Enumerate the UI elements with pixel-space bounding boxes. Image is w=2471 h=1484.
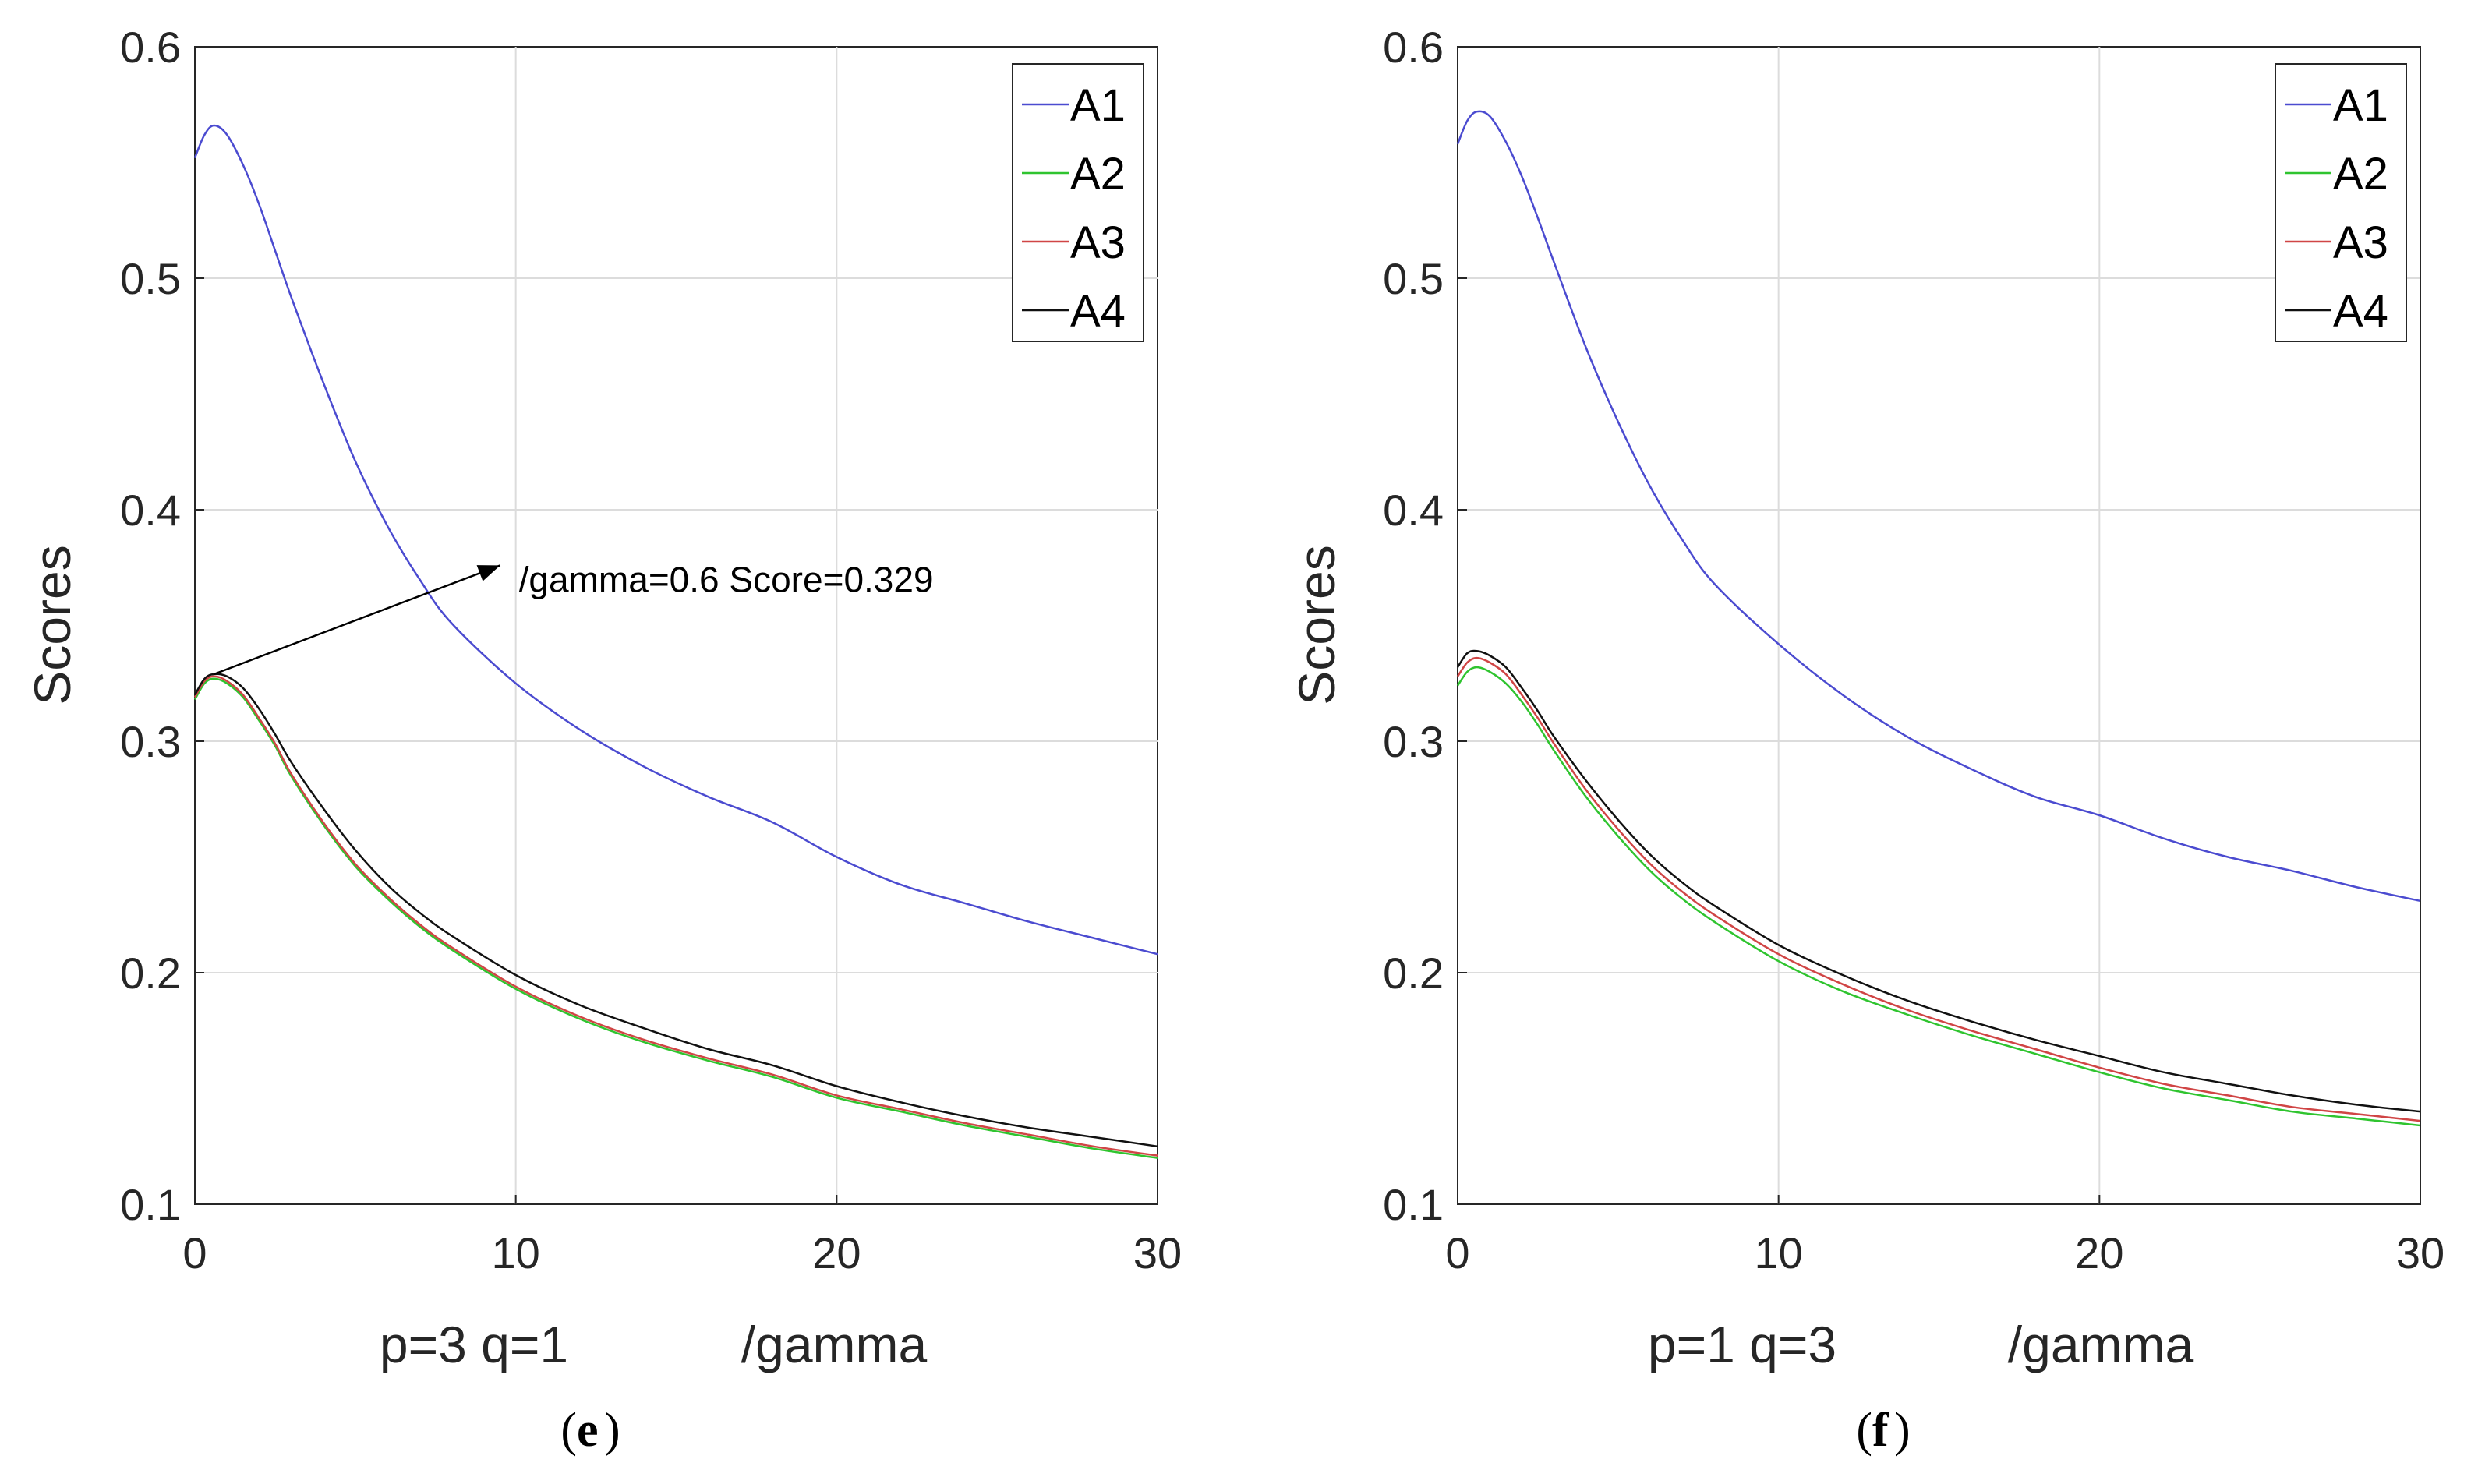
x-tick-label: 20 bbox=[2075, 1228, 2123, 1277]
series-line-a2 bbox=[193, 677, 1158, 1159]
tick-labels: 0 10 20 30 0.1 0.2 0.3 0.4 0.5 0.6 bbox=[1383, 23, 2444, 1277]
y-tick-label: 0.6 bbox=[1383, 23, 1444, 72]
legend-label-a4: A4 bbox=[2333, 286, 2388, 337]
series-line-a4 bbox=[1456, 649, 2421, 1113]
y-axis-label: Scores bbox=[1288, 545, 1345, 705]
legend-label-a3: A3 bbox=[1070, 217, 1126, 268]
series-group bbox=[193, 124, 1158, 1159]
x-tick-label: 0 bbox=[182, 1228, 207, 1277]
annotation-arrow-head bbox=[476, 565, 500, 581]
panel-letter: e bbox=[577, 1404, 599, 1457]
annotation: /gamma=0.6 Score=0.329 bbox=[214, 559, 934, 676]
grid-lines bbox=[195, 47, 1158, 1204]
series-line-a1 bbox=[193, 124, 1158, 956]
series-group bbox=[1456, 110, 2421, 1127]
panel-label: ( e ) bbox=[560, 1404, 620, 1457]
svg-text:(: ( bbox=[1856, 1404, 1872, 1457]
annotation-text: /gamma=0.6 Score=0.329 bbox=[519, 559, 934, 599]
y-tick-label: 0.2 bbox=[1383, 949, 1444, 998]
y-tick-label: 0.5 bbox=[1383, 254, 1444, 303]
y-tick-label: 0.4 bbox=[120, 486, 181, 535]
x-tick-label: 20 bbox=[812, 1228, 861, 1277]
series-line-a3 bbox=[193, 675, 1158, 1157]
x-axis-label: /gamma bbox=[741, 1316, 928, 1373]
y-tick-label: 0.3 bbox=[120, 717, 181, 766]
y-tick-label: 0.1 bbox=[120, 1180, 181, 1229]
legend-box bbox=[2275, 63, 2407, 342]
grid-lines bbox=[1458, 47, 2420, 1204]
chart-panel-f: 0 10 20 30 0.1 0.2 0.3 0.4 0.5 0.6 Scores p=1 q=3… bbox=[1288, 23, 2444, 1457]
y-tick-label: 0.4 bbox=[1383, 486, 1444, 535]
y-tick-label: 0.1 bbox=[1383, 1180, 1444, 1229]
y-tick-label: 0.5 bbox=[120, 254, 181, 303]
y-axis-label: Scores bbox=[23, 545, 81, 705]
legend: A1 A2 A3 A4 bbox=[1012, 63, 1144, 342]
panel-label: ( f ) bbox=[1856, 1404, 1910, 1457]
plot-area bbox=[194, 46, 1158, 1205]
svg-text:(: ( bbox=[560, 1404, 577, 1457]
x-axis-label: /gamma bbox=[2008, 1316, 2194, 1373]
series-line-a1 bbox=[1456, 110, 2421, 903]
y-tick-label: 0.6 bbox=[120, 23, 181, 72]
legend-label-a3: A3 bbox=[2333, 217, 2388, 268]
legend-label-a2: A2 bbox=[1070, 149, 1126, 200]
series-line-a3 bbox=[1456, 656, 2421, 1122]
annotation-arrow-shaft bbox=[214, 564, 501, 676]
legend-label-a1: A1 bbox=[1070, 80, 1126, 131]
x-tick-label: 0 bbox=[1445, 1228, 1469, 1277]
legend-box bbox=[1012, 63, 1144, 342]
y-tick-label: 0.3 bbox=[1383, 717, 1444, 766]
legend-label-a2: A2 bbox=[2333, 149, 2388, 200]
series-line-a2 bbox=[1456, 666, 2421, 1127]
x-tick-label: 10 bbox=[1755, 1228, 1803, 1277]
svg-text:): ) bbox=[1894, 1404, 1911, 1457]
svg-text:): ) bbox=[604, 1404, 620, 1457]
x-tick-label: 10 bbox=[492, 1228, 540, 1277]
legend: A1 A2 A3 A4 bbox=[2275, 63, 2407, 342]
legend-label-a4: A4 bbox=[1070, 286, 1126, 337]
panel-letter: f bbox=[1872, 1404, 1889, 1457]
x-tick-label: 30 bbox=[2396, 1228, 2444, 1277]
x-axis-params-label: p=3 q=1 bbox=[380, 1316, 568, 1373]
x-axis-params-label: p=1 q=3 bbox=[1648, 1316, 1836, 1373]
y-tick-label: 0.2 bbox=[120, 949, 181, 998]
tick-labels: 0 10 20 30 0.1 0.2 0.3 0.4 0.5 0.6 bbox=[120, 23, 1182, 1277]
legend-label-a1: A1 bbox=[2333, 80, 2388, 131]
series-line-a4 bbox=[193, 673, 1158, 1148]
x-tick-label: 30 bbox=[1133, 1228, 1182, 1277]
chart-panel-e: 0 10 20 30 0.1 0.2 0.3 0.4 0.5 0.6 Scores p=3 q=1… bbox=[23, 23, 1182, 1457]
